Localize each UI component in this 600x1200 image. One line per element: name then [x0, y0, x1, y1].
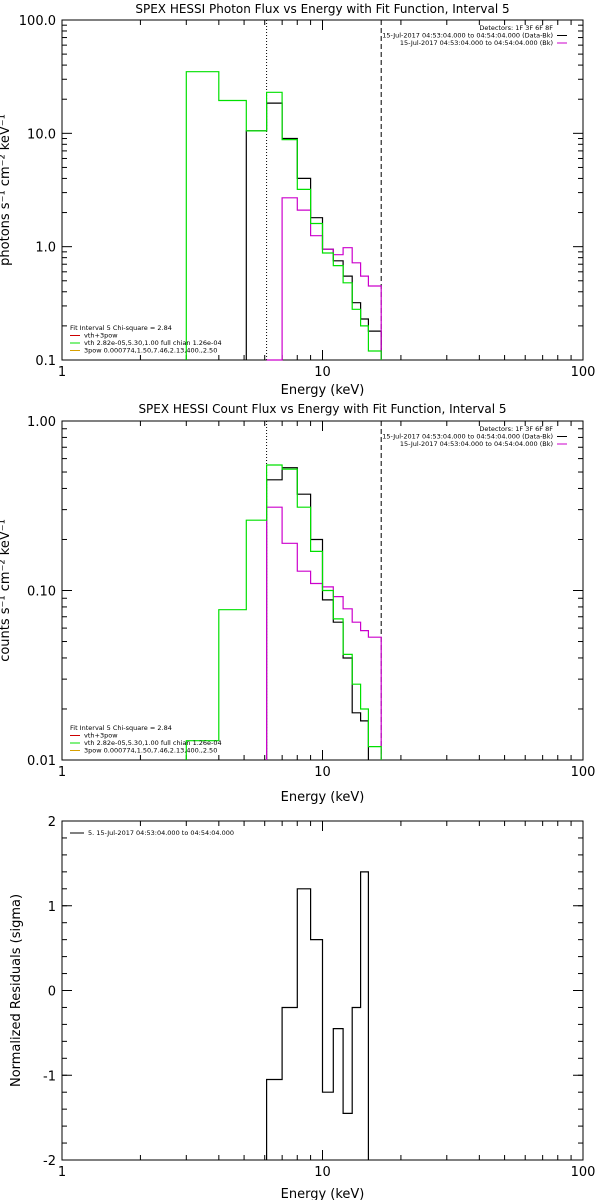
photon-y-tick-label: 0.1: [35, 354, 56, 369]
photon-x-tick-label: 1: [58, 365, 66, 380]
count-fit-legend-entry: 3pow 0.000774,1.50,7.46,2.13,400.,2.50: [84, 747, 217, 755]
count-fit-legend-header: Fit Interval 5 Chi-square = 2.84: [70, 724, 172, 732]
resid-series-black-line: [266, 871, 369, 1160]
resid-x-tick-label: 10: [314, 1165, 331, 1180]
photon-y-axis-label: photons s⁻¹ cm⁻² keV⁻¹: [0, 114, 13, 266]
count-x-tick-label: 10: [314, 765, 331, 780]
count-x-tick-label: 1: [58, 765, 66, 780]
count-legend-entry: 15-Jul-2017 04:53:04.000 to 04:54:04.000…: [382, 433, 553, 441]
photon-panel: SPEX HESSI Photon Flux vs Energy with Fi…: [0, 2, 595, 398]
photon-x-tick-label: 10: [314, 365, 331, 380]
photon-fit-legend-entry: vth 2.82e-05,5.30,1.00 full chian 1.26e-…: [84, 339, 222, 347]
photon-y-tick-label: 100.0: [19, 14, 56, 29]
photon-y-tick-label: 10.0: [27, 127, 56, 142]
resid-y-tick-label: 2: [48, 815, 56, 830]
photon-fit-legend-entry: 3pow 0.000774,1.50,7.46,2.13,400.,2.50: [84, 347, 217, 355]
count-x-tick-label: 100: [571, 765, 596, 780]
count-y-tick-label: 0.01: [27, 754, 56, 769]
count-fit-legend-entry: vth+3pow: [84, 732, 118, 740]
resid-y-tick-label: -1: [43, 1069, 56, 1084]
count-y-axis-label: counts s⁻¹ cm⁻² keV⁻¹: [0, 519, 13, 662]
resid-panel: Energy (keV) Normalized Residuals (sigma)…: [9, 815, 595, 1200]
resid-x-tick-label: 1: [58, 1165, 66, 1180]
count-series-black-line: [266, 467, 369, 760]
count-title: SPEX HESSI Count Flux vs Energy with Fit…: [138, 402, 506, 416]
photon-legend-entry: 15-Jul-2017 04:53:04.000 to 04:54:04.000…: [400, 39, 553, 47]
resid-legend-entry: 5. 15-Jul-2017 04:53:04.000 to 04:54:04.…: [88, 829, 234, 837]
resid-y-tick-label: -2: [43, 1154, 56, 1169]
photon-x-axis-label: Energy (keV): [281, 383, 365, 398]
photon-legend-entry: Detectors: 1F 3F 6F 8F: [479, 24, 553, 32]
photon-title: SPEX HESSI Photon Flux vs Energy with Fi…: [135, 2, 509, 16]
photon-y-tick-label: 1.0: [35, 241, 56, 256]
photon-x-tick-label: 100: [571, 365, 596, 380]
count-series-magenta-line: [266, 506, 382, 760]
resid-y-tick-label: 0: [48, 985, 56, 1000]
count-legend-entry: 15-Jul-2017 04:53:04.000 to 04:54:04.000…: [400, 440, 553, 448]
photon-plot-frame: [61, 19, 584, 361]
count-x-axis-label: Energy (keV): [281, 790, 365, 805]
count-series-green-line: [185, 464, 382, 760]
photon-series-green-line: [185, 71, 382, 360]
resid-x-axis-label: Energy (keV): [281, 1187, 365, 1200]
count-fit-legend-entry: vth 2.82e-05,5.30,1.00 full chian 1.26e-…: [84, 739, 222, 747]
photon-fit-legend-header: Fit Interval 5 Chi-square = 2.84: [70, 324, 172, 332]
photon-fit-legend-entry: vth+3pow: [84, 332, 118, 340]
photon-legend-entry: 15-Jul-2017 04:53:04.000 to 04:54:04.000…: [382, 32, 553, 40]
count-panel: SPEX HESSI Count Flux vs Energy with Fit…: [0, 402, 595, 805]
photon-series-magenta-line: [266, 197, 382, 361]
count-y-tick-label: 0.10: [27, 585, 56, 600]
count-y-tick-label: 1.00: [27, 415, 56, 430]
count-legend-entry: Detectors: 1F 3F 6F 8F: [479, 425, 553, 433]
resid-x-tick-label: 100: [571, 1165, 596, 1180]
resid-y-tick-label: 1: [48, 900, 56, 915]
resid-y-axis-label: Normalized Residuals (sigma): [9, 894, 24, 1087]
